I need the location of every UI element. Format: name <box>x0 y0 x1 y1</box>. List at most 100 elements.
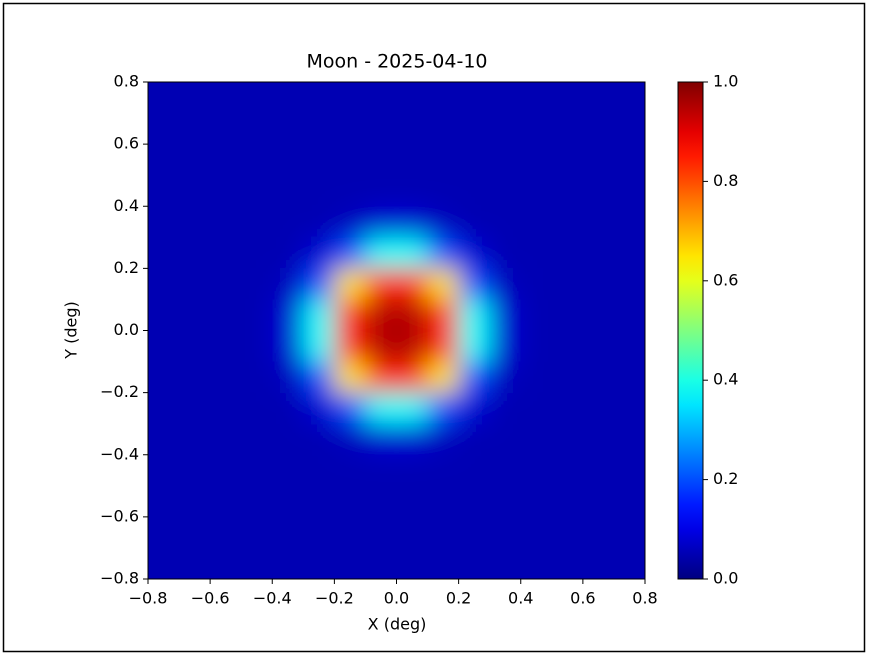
heatmap-cell <box>148 330 180 363</box>
heatmap-cell <box>396 361 429 394</box>
y-tick-label: −0.6 <box>100 506 139 525</box>
y-tick-label: 0.0 <box>114 320 139 339</box>
heatmap-cell <box>365 175 397 207</box>
heatmap-cell <box>148 423 180 456</box>
heatmap-cell <box>551 299 584 331</box>
heatmap-cell <box>582 268 615 300</box>
heatmap-cell <box>210 113 242 145</box>
heatmap-cell <box>241 237 273 269</box>
heatmap-cell <box>210 82 242 114</box>
heatmap-cell <box>396 547 429 579</box>
heatmap-cell <box>148 454 180 487</box>
heatmap-cell <box>365 113 397 145</box>
heatmap-cell <box>396 144 429 176</box>
heatmap-cell <box>179 144 211 176</box>
heatmap-cell <box>179 485 211 518</box>
heatmap-cell <box>613 361 645 394</box>
heatmap-cell <box>582 547 615 579</box>
heatmap-cell <box>272 361 304 394</box>
heatmap-cell <box>458 82 491 114</box>
heatmap-cell <box>210 237 242 269</box>
colorbar-tick-label: 1.0 <box>713 72 738 91</box>
y-tick-label: −0.8 <box>100 569 139 588</box>
heatmap-cell <box>148 516 180 549</box>
heatmap-cell <box>489 485 522 518</box>
colorbar <box>677 81 704 580</box>
y-tick-label: 0.6 <box>114 134 139 153</box>
chart-title: Moon - 2025-04-10 <box>306 51 487 73</box>
heatmap-cell <box>179 175 211 207</box>
heatmap-cell <box>148 113 180 145</box>
colorbar-tick-label: 0.2 <box>713 469 738 488</box>
x-tick-label: −0.8 <box>129 589 168 608</box>
heatmap-cell <box>241 206 273 238</box>
heatmap-cell <box>613 237 645 269</box>
heatmap-cell <box>458 299 491 331</box>
heatmap-cell <box>365 516 397 549</box>
heatmap-cell <box>551 237 584 269</box>
heatmap-cell <box>303 454 335 487</box>
heatmap-cell <box>551 268 584 300</box>
heatmap-cell <box>582 175 615 207</box>
heatmap-cell <box>303 392 335 425</box>
heatmap-cell <box>551 485 584 518</box>
heatmap-cell <box>613 485 645 518</box>
heatmap-cell <box>272 485 304 518</box>
heatmap-cell <box>365 82 397 114</box>
heatmap-cell <box>489 330 522 363</box>
heatmap-cell <box>303 268 335 300</box>
heatmap-cell <box>551 113 584 145</box>
heatmap-cell <box>241 268 273 300</box>
heatmap-cell <box>551 144 584 176</box>
heatmap-cell <box>489 547 522 579</box>
heatmap-cell <box>613 547 645 579</box>
heatmap-cell <box>241 299 273 331</box>
heatmap-cell <box>334 206 366 238</box>
heatmap-cell <box>179 330 211 363</box>
heatmap-cell <box>148 268 180 300</box>
heatmap-cell <box>303 547 335 579</box>
heatmap-cell <box>241 113 273 145</box>
heatmap-cell <box>427 423 460 456</box>
colorbar-tick-label: 0.0 <box>713 569 738 588</box>
heatmap-cell <box>396 268 429 300</box>
heatmap-cell <box>551 361 584 394</box>
heatmap-cell <box>613 144 645 176</box>
heatmap-cell <box>210 454 242 487</box>
heatmap-cell <box>520 113 553 145</box>
heatmap-cell <box>396 423 429 456</box>
heatmap-cell <box>334 516 366 549</box>
heatmap-cell <box>241 516 273 549</box>
heatmap-cell <box>458 361 491 394</box>
heatmap-cell <box>458 330 491 363</box>
heatmap-cell <box>520 82 553 114</box>
x-tick-label: −0.4 <box>253 589 292 608</box>
heatmap-cell <box>489 206 522 238</box>
heatmap-cell <box>179 206 211 238</box>
x-tick-label: −0.2 <box>315 589 354 608</box>
heatmap-cell <box>551 547 584 579</box>
heatmap-cell <box>272 423 304 456</box>
heatmap-cell <box>241 82 273 114</box>
heatmap-cell <box>241 144 273 176</box>
heatmap-cell <box>241 423 273 456</box>
heatmap-cell <box>365 299 397 331</box>
heatmap-cell <box>303 144 335 176</box>
heatmap-cell <box>148 392 180 425</box>
heatmap-cell <box>272 268 304 300</box>
heatmap-cell <box>334 454 366 487</box>
heatmap-cell <box>520 423 553 456</box>
heatmap-cell <box>303 206 335 238</box>
heatmap-cell <box>241 485 273 518</box>
heatmap-cell <box>210 423 242 456</box>
heatmap-cell <box>241 392 273 425</box>
heatmap-cell <box>334 268 366 300</box>
heatmap-cell <box>396 392 429 425</box>
heatmap-cell <box>334 144 366 176</box>
heatmap-cell <box>303 516 335 549</box>
heatmap-cell <box>520 454 553 487</box>
heatmap-cell <box>520 237 553 269</box>
heatmap-cell <box>520 547 553 579</box>
heatmap-cell <box>396 175 429 207</box>
colorbar-tick-label: 0.8 <box>713 171 738 190</box>
